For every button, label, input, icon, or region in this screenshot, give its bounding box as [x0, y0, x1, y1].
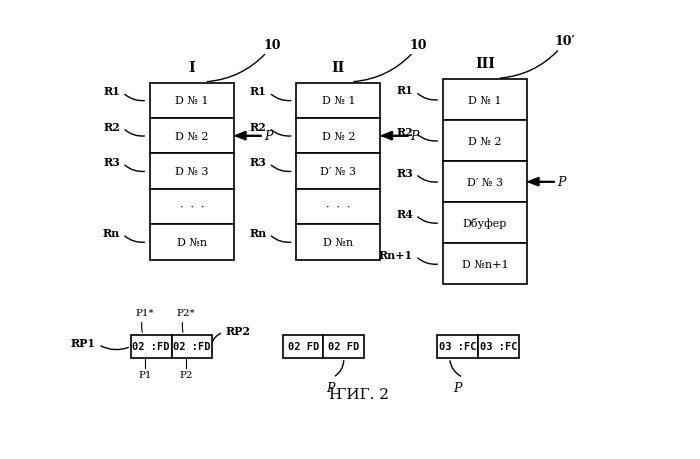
Text: P2*: P2*	[176, 308, 195, 318]
Text: R3: R3	[396, 167, 413, 178]
Text: RP1: RP1	[71, 338, 96, 349]
Text: ·  ·  ·: · · ·	[180, 202, 204, 212]
Text: D № 1: D № 1	[322, 96, 355, 106]
Text: R2: R2	[250, 121, 267, 132]
Text: P1: P1	[139, 370, 152, 380]
Bar	[150, 154, 234, 190]
Bar	[172, 335, 212, 358]
Text: R1: R1	[250, 86, 267, 97]
Bar	[323, 335, 364, 358]
Text: P1*: P1*	[136, 308, 155, 318]
Text: D № 2: D № 2	[175, 131, 209, 141]
Text: D №n: D №n	[177, 237, 207, 247]
Bar	[296, 119, 381, 154]
Bar	[443, 162, 527, 203]
Text: P: P	[326, 381, 335, 394]
Text: Rn: Rn	[103, 227, 120, 238]
Polygon shape	[528, 178, 539, 186]
Text: P: P	[556, 176, 565, 189]
Text: Rn: Rn	[249, 227, 267, 238]
Text: R2: R2	[104, 121, 120, 132]
Text: 10: 10	[410, 39, 427, 51]
Text: D № 1: D № 1	[468, 95, 502, 105]
Text: 03 :FC: 03 :FC	[480, 341, 517, 352]
Polygon shape	[235, 132, 246, 140]
Bar	[438, 335, 478, 358]
Text: D′ № 3: D′ № 3	[467, 177, 503, 187]
Bar	[150, 84, 234, 119]
Text: P: P	[264, 130, 272, 143]
Text: R3: R3	[103, 157, 120, 168]
Bar	[296, 154, 381, 190]
Text: P: P	[454, 381, 462, 394]
Text: R4: R4	[396, 208, 413, 219]
Text: D № 3: D № 3	[175, 167, 209, 177]
Text: D №n: D №n	[323, 237, 354, 247]
Bar	[296, 84, 381, 119]
Text: II: II	[332, 61, 345, 74]
Bar	[443, 121, 527, 162]
Bar	[443, 244, 527, 285]
Bar	[131, 335, 172, 358]
Bar	[443, 80, 527, 121]
Text: 02 FD: 02 FD	[288, 341, 318, 352]
Bar	[478, 335, 519, 358]
Text: 10: 10	[263, 39, 281, 51]
Text: 02 :FD: 02 :FD	[132, 341, 170, 352]
Text: Dбуфер: Dбуфер	[463, 218, 507, 229]
Text: D № 2: D № 2	[322, 131, 355, 141]
Polygon shape	[382, 132, 393, 140]
Text: 02 FD: 02 FD	[328, 341, 360, 352]
Text: RP2: RP2	[226, 325, 251, 336]
Text: III: III	[475, 57, 495, 71]
Bar	[283, 335, 323, 358]
Text: D №n+1: D №n+1	[461, 259, 508, 269]
Bar	[296, 190, 381, 225]
Bar	[150, 225, 234, 260]
Text: P2: P2	[179, 370, 193, 380]
Text: D № 1: D № 1	[175, 96, 209, 106]
Text: ҤИГ. 2: ҤИГ. 2	[329, 387, 389, 402]
Text: 03 :FC: 03 :FC	[439, 341, 477, 352]
Text: I: I	[188, 61, 195, 74]
Text: R3: R3	[250, 157, 267, 168]
Text: R1: R1	[104, 86, 120, 97]
Text: ·  ·  ·: · · ·	[326, 202, 351, 212]
Text: 10′: 10′	[554, 35, 575, 48]
Bar	[150, 119, 234, 154]
Text: D № 2: D № 2	[468, 136, 502, 146]
Text: Rn+1: Rn+1	[379, 249, 413, 260]
Text: D′ № 3: D′ № 3	[321, 167, 356, 177]
Text: R2: R2	[396, 126, 413, 137]
Text: 02 :FD: 02 :FD	[173, 341, 211, 352]
Text: R1: R1	[396, 85, 413, 96]
Text: P: P	[410, 130, 419, 143]
Bar	[443, 203, 527, 244]
Bar	[296, 225, 381, 260]
Bar	[150, 190, 234, 225]
